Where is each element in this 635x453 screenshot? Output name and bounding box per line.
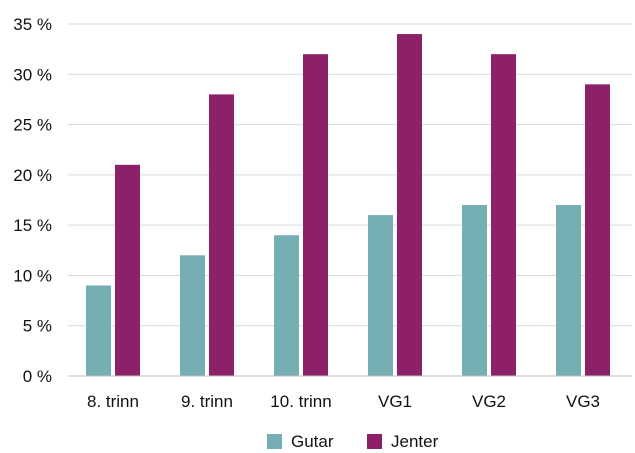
y-tick-label: 0 % <box>23 367 52 386</box>
x-category-label: 9. trinn <box>181 392 233 411</box>
legend-swatch-jenter <box>367 434 382 449</box>
y-axis-tick-labels: 0 % 5 % 10 % 15 % 20 % 25 % 30 % 35 % <box>13 15 52 386</box>
x-category-label: VG3 <box>566 392 600 411</box>
bar-gutar-2 <box>274 235 299 376</box>
bar-gutar-1 <box>180 255 205 376</box>
bar-gutar-5 <box>556 205 581 376</box>
y-tick-label: 25 % <box>13 116 52 135</box>
bar-gutar-4 <box>462 205 487 376</box>
bar-gutar-3 <box>368 215 393 376</box>
bars <box>86 34 610 377</box>
bar-jenter-0 <box>115 164 140 376</box>
y-tick-label: 15 % <box>13 216 52 235</box>
gridlines <box>68 23 632 327</box>
y-tick-label: 10 % <box>13 266 52 285</box>
bar-jenter-1 <box>209 94 234 377</box>
bar-jenter-3 <box>397 34 422 377</box>
x-category-label: VG1 <box>378 392 412 411</box>
legend-swatch-gutar <box>267 434 282 449</box>
legend-label-jenter: Jenter <box>391 432 439 451</box>
legend-label-gutar: Gutar <box>291 432 334 451</box>
bar-gutar-0 <box>86 285 111 376</box>
y-tick-label: 20 % <box>13 166 52 185</box>
x-category-label: 10. trinn <box>270 392 331 411</box>
bar-jenter-2 <box>303 54 328 377</box>
y-tick-label: 5 % <box>23 317 52 336</box>
bar-jenter-5 <box>585 84 610 376</box>
bar-jenter-4 <box>491 54 516 377</box>
y-tick-label: 30 % <box>13 65 52 84</box>
x-category-label: 8. trinn <box>87 392 139 411</box>
legend: Gutar Jenter <box>267 432 439 451</box>
x-category-label: VG2 <box>472 392 506 411</box>
y-tick-label: 35 % <box>13 15 52 34</box>
x-axis-category-labels: 8. trinn 9. trinn 10. trinn VG1 VG2 VG3 <box>87 392 600 411</box>
